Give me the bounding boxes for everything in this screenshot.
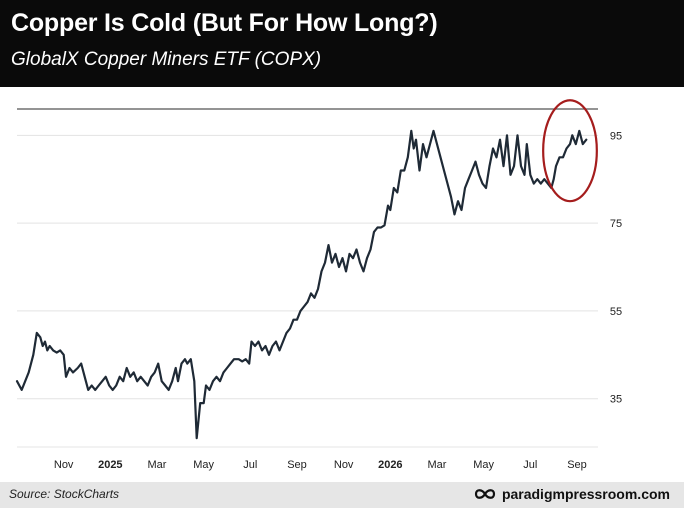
x-tick-label: Sep bbox=[567, 459, 587, 471]
line-chart: 35 55 75 95 Nov 2025 Mar May Jul Sep Nov 2026 Mar Ma… bbox=[15, 99, 622, 471]
x-tick-label: Mar bbox=[148, 459, 167, 471]
annotation-layer bbox=[542, 99, 598, 203]
infinity-icon bbox=[474, 489, 496, 499]
gridlines bbox=[17, 108, 598, 448]
x-tick-label: May bbox=[193, 459, 214, 471]
chart-subtitle: GlobalX Copper Miners ETF (COPX) bbox=[11, 49, 322, 70]
y-tick-label: 95 bbox=[610, 130, 622, 142]
x-tick-label: Nov bbox=[54, 459, 74, 471]
y-tick-label: 55 bbox=[610, 306, 622, 318]
highlight-circle bbox=[542, 99, 598, 203]
x-tick-label: Nov bbox=[334, 459, 354, 471]
source-note: Source: StockCharts bbox=[9, 487, 120, 501]
x-tick-label: Jul bbox=[243, 459, 257, 471]
footer-bar: Source: StockCharts paradigmpressroom.co… bbox=[0, 482, 684, 508]
x-tick-label: May bbox=[473, 459, 494, 471]
header-bar: Copper Is Cold (But For How Long?) Globa… bbox=[0, 0, 684, 87]
brand-name: paradigmpressroom.com bbox=[501, 486, 670, 502]
brand-link[interactable]: paradigmpressroom.com bbox=[474, 486, 670, 502]
chart-title: Copper Is Cold (But For How Long?) bbox=[11, 9, 438, 37]
x-tick-label: Mar bbox=[428, 459, 447, 471]
x-tick-label: Sep bbox=[287, 459, 307, 471]
copx-price-line bbox=[15, 129, 588, 440]
series-layer bbox=[15, 129, 588, 440]
y-tick-label: 35 bbox=[610, 394, 622, 406]
y-axis-tick-labels: 35 55 75 95 bbox=[610, 130, 622, 405]
x-tick-label: 2026 bbox=[378, 459, 402, 471]
x-tick-label: Jul bbox=[523, 459, 537, 471]
x-tick-label: 2025 bbox=[98, 459, 122, 471]
y-tick-label: 75 bbox=[610, 218, 622, 230]
x-axis-tick-labels: Nov 2025 Mar May Jul Sep Nov 2026 Mar May Jul Sep bbox=[54, 459, 587, 471]
